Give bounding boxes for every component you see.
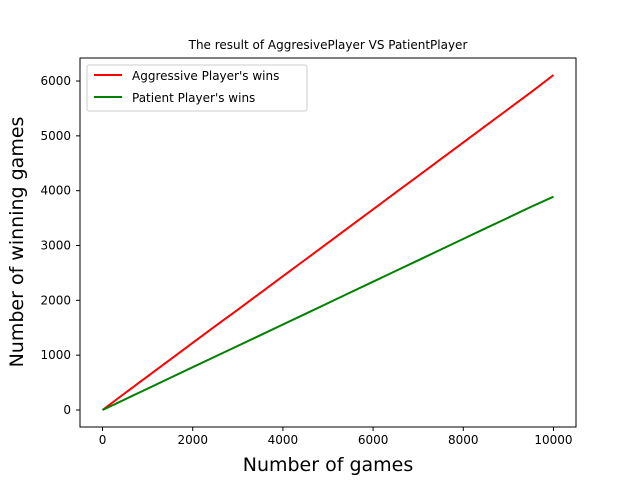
y-tick-label: 3000	[40, 239, 71, 253]
x-axis: 0 2000 4000 6000 8000 10000	[99, 427, 573, 447]
series-line-patient	[102, 195, 554, 411]
x-tick-label: 4000	[268, 433, 299, 447]
y-axis: 0 1000 2000 3000 4000 5000 6000	[40, 74, 80, 417]
legend: Aggressive Player's wins Patient Player'…	[86, 64, 308, 112]
x-tick-label: 2000	[177, 433, 208, 447]
x-tick-label: 6000	[358, 433, 389, 447]
y-tick-label: 0	[63, 403, 71, 417]
y-tick-label: 5000	[40, 129, 71, 143]
plot-area	[101, 74, 555, 411]
y-axis-title: Number of winning games	[6, 117, 28, 368]
x-tick-label: 8000	[448, 433, 479, 447]
y-tick-label: 1000	[40, 348, 71, 362]
legend-label-aggressive: Aggressive Player's wins	[132, 69, 279, 83]
y-tick-label: 6000	[40, 74, 71, 88]
legend-box	[86, 64, 308, 112]
y-tick-label: 4000	[40, 184, 71, 198]
plot-frame	[79, 57, 577, 428]
x-tick-label: 10000	[534, 433, 572, 447]
x-axis-title: Number of games	[243, 454, 414, 476]
series-line-aggressive	[101, 74, 555, 411]
chart-title: The result of AggresivePlayer VS Patient…	[188, 38, 468, 52]
y-tick-label: 2000	[40, 293, 71, 307]
legend-label-patient: Patient Player's wins	[132, 91, 255, 105]
x-tick-label: 0	[99, 433, 107, 447]
